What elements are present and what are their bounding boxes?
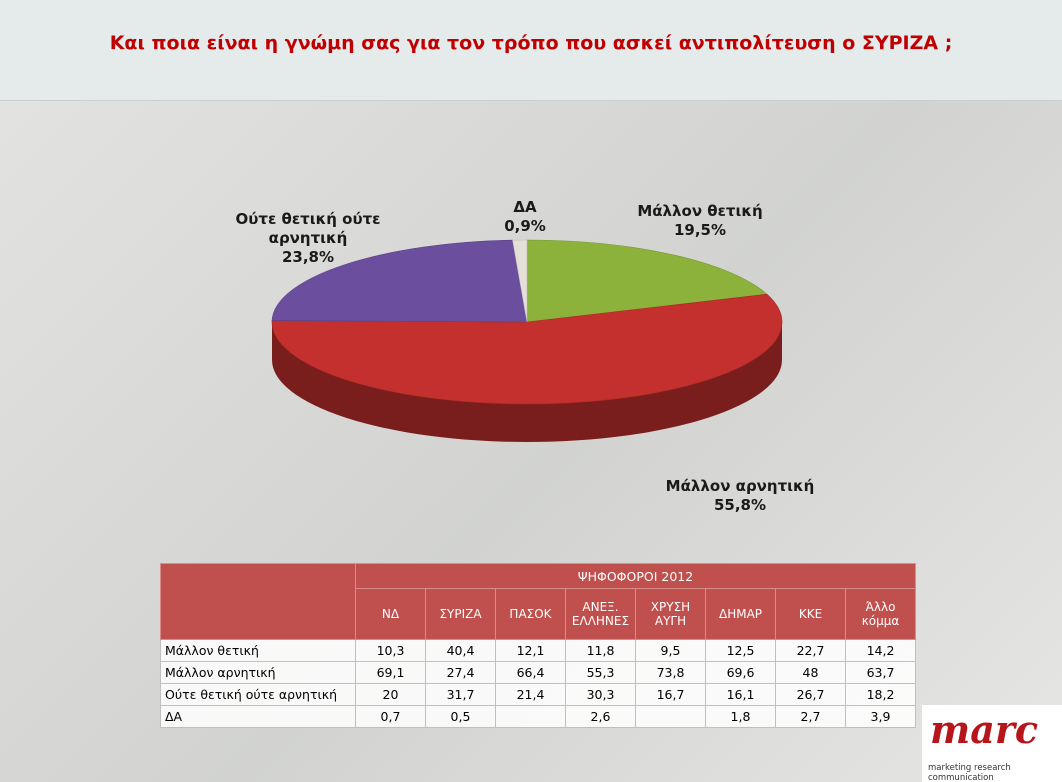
header-row: ΝΔ ΣΥΡΙΖΑ ΠΑΣΟΚ ΑΝΕΞ. ΕΛΛΗΝΕΣ ΧΡΥΣΗ ΑΥΓΗ ΔΗΜΑ…: [161, 588, 916, 640]
slice-label: ΔΑ 0,9%: [425, 198, 625, 236]
cell: 0,7: [355, 705, 426, 728]
cell: 63,7: [845, 661, 916, 684]
column-header: Άλλο κόμμα: [845, 588, 916, 640]
cell: 3,9: [845, 705, 916, 728]
cell: 16,1: [705, 683, 776, 706]
row-label: Ούτε θετική ούτε αρνητική: [160, 683, 356, 706]
slice: [512, 239, 528, 323]
cell: 2,6: [565, 705, 636, 728]
cell: 16,7: [635, 683, 706, 706]
cell: 9,5: [635, 639, 706, 662]
cell: 20: [355, 683, 426, 706]
slice: [271, 239, 528, 323]
cell: 1,8: [705, 705, 776, 728]
cell: 40,4: [425, 639, 496, 662]
column-header: ΧΡΥΣΗ ΑΥΓΗ: [635, 588, 706, 640]
cell: 31,7: [425, 683, 496, 706]
cell: 12,1: [495, 639, 566, 662]
slice-label-value: 55,8%: [713, 496, 767, 514]
logo-name: marc: [930, 707, 1038, 752]
slice-label-value: 23,8%: [281, 248, 335, 266]
cell: 18,2: [845, 683, 916, 706]
slice: [526, 239, 768, 323]
slice: [271, 293, 783, 405]
header-blank: [160, 563, 356, 640]
cell: 48: [775, 661, 846, 684]
cell: 22,7: [775, 639, 846, 662]
column-header: ΑΝΕΞ. ΕΛΛΗΝΕΣ: [565, 588, 636, 640]
cell: [495, 705, 566, 728]
column-header: ΚΚΕ: [775, 588, 846, 640]
row-label: Μάλλον θετική: [160, 639, 356, 662]
slice-label-name: Ούτε θετική ούτε αρνητική: [235, 210, 381, 247]
slice-label: Ούτε θετική ούτε αρνητική 23,8%: [208, 210, 408, 267]
slice-label-name: Μάλλον θετική: [637, 202, 763, 220]
cell: 27,4: [425, 661, 496, 684]
slice-label-name: ΔΑ: [513, 198, 537, 216]
cell: 12,5: [705, 639, 776, 662]
slice-label-value: 19,5%: [673, 221, 727, 239]
cell: 10,3: [355, 639, 426, 662]
cell: 55,3: [565, 661, 636, 684]
column-header: ΠΑΣΟΚ: [495, 588, 566, 640]
chart-title: Και ποια είναι η γνώμη σας για τον τρόπο…: [109, 32, 953, 54]
table-row: Ούτε θετική ούτε αρνητική 20 31,7 21,4 30,3 1…: [160, 683, 916, 706]
row-label: Μάλλον αρνητική: [160, 661, 356, 684]
column-header: ΝΔ: [355, 588, 426, 640]
cell: 69,1: [355, 661, 426, 684]
column-header: ΔΗΜΑΡ: [705, 588, 776, 640]
cell: 0,5: [425, 705, 496, 728]
slice-label: Μάλλον θετική 19,5%: [600, 202, 800, 240]
slice-label-value: 0,9%: [504, 217, 546, 235]
cell: [635, 705, 706, 728]
data-table: ΨΗΦΟΦΟΡΟΙ 2012 ΝΔ ΣΥΡΙΖΑ ΠΑΣΟΚ ΑΝΕΞ. ΕΛΛΗΝΕΣ…: [160, 563, 916, 728]
slice-side: [272, 322, 782, 442]
column-header: ΣΥΡΙΖΑ: [425, 588, 496, 640]
cell: 21,4: [495, 683, 566, 706]
table-row: ΔΑ 0,7 0,5 2,6 1,8 2,7 3,9: [160, 705, 916, 728]
cell: 2,7: [775, 705, 846, 728]
header-row: ΨΗΦΟΦΟΡΟΙ 2012: [160, 563, 916, 640]
logo: marc marketing research communication: [922, 705, 1062, 782]
row-label: ΔΑ: [160, 705, 356, 728]
cell: 69,6: [705, 661, 776, 684]
header-band: [0, 0, 1062, 101]
slice-label: Μάλλον αρνητική 55,8%: [640, 477, 840, 515]
slice-label-name: Μάλλον αρνητική: [665, 477, 815, 495]
cell: 30,3: [565, 683, 636, 706]
cell: 66,4: [495, 661, 566, 684]
cell: 14,2: [845, 639, 916, 662]
logo-tagline: marketing research communication: [928, 763, 1011, 782]
cell: 26,7: [775, 683, 846, 706]
group-header: ΨΗΦΟΦΟΡΟΙ 2012: [355, 563, 916, 589]
table-row: Μάλλον αρνητική 69,1 27,4 66,4 55,3 73,8 69,6 4…: [160, 661, 916, 684]
table-row: Μάλλον θετική 10,3 40,4 12,1 11,8 9,5 12,5 22,7…: [160, 639, 916, 662]
cell: 73,8: [635, 661, 706, 684]
cell: 11,8: [565, 639, 636, 662]
